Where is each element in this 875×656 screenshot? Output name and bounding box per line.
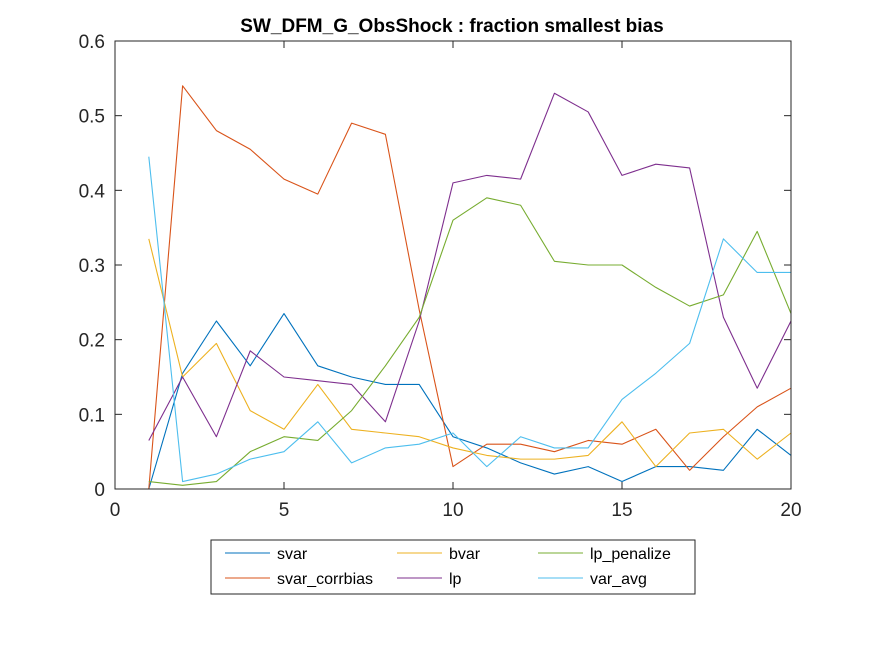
legend-label-svar-corrbias: svar_corrbias	[277, 571, 373, 588]
legend-label-lp-penalize: lp_penalize	[590, 546, 671, 563]
series-line-var-avg	[148, 156, 791, 483]
legend-label-lp: lp	[449, 571, 462, 588]
legend-label-svar: svar	[277, 546, 308, 563]
chart-title: SW_DFM_G_ObsShock : fraction smallest bi…	[240, 16, 663, 37]
y-tick-label: 0.6	[79, 32, 105, 53]
legend-box	[210, 539, 696, 595]
y-tick-label: 0	[94, 480, 105, 501]
y-tick-label: 0.4	[79, 181, 106, 202]
series-line-bvar	[148, 238, 792, 468]
x-tick-label: 15	[611, 500, 632, 521]
tick-layer: 0 5 10 15 20 0 0.1 0.2 0.3 0.4 0.5 0.6	[79, 32, 802, 521]
series-line-lp	[148, 92, 792, 441]
y-tick-label: 0.3	[79, 256, 105, 277]
x-tick-label: 5	[279, 500, 290, 521]
y-tick-label: 0.5	[79, 107, 105, 128]
plot-area	[115, 41, 791, 489]
x-tick-label: 10	[442, 500, 463, 521]
y-tick-label: 0.2	[79, 331, 105, 352]
legend-label-bvar: bvar	[449, 546, 481, 563]
series-line-svar	[148, 312, 792, 490]
x-tick-label: 20	[780, 500, 801, 521]
series-layer	[148, 85, 792, 490]
series-line-lp-penalize	[148, 197, 792, 486]
x-tick-label: 0	[110, 500, 121, 521]
legend-label-var-avg: var_avg	[590, 571, 647, 588]
y-tick-label: 0.1	[79, 405, 105, 426]
legend: svar bvar lp_penalize svar_corrbias lp var_av…	[210, 539, 696, 595]
series-line-svar-corrbias	[148, 85, 792, 490]
